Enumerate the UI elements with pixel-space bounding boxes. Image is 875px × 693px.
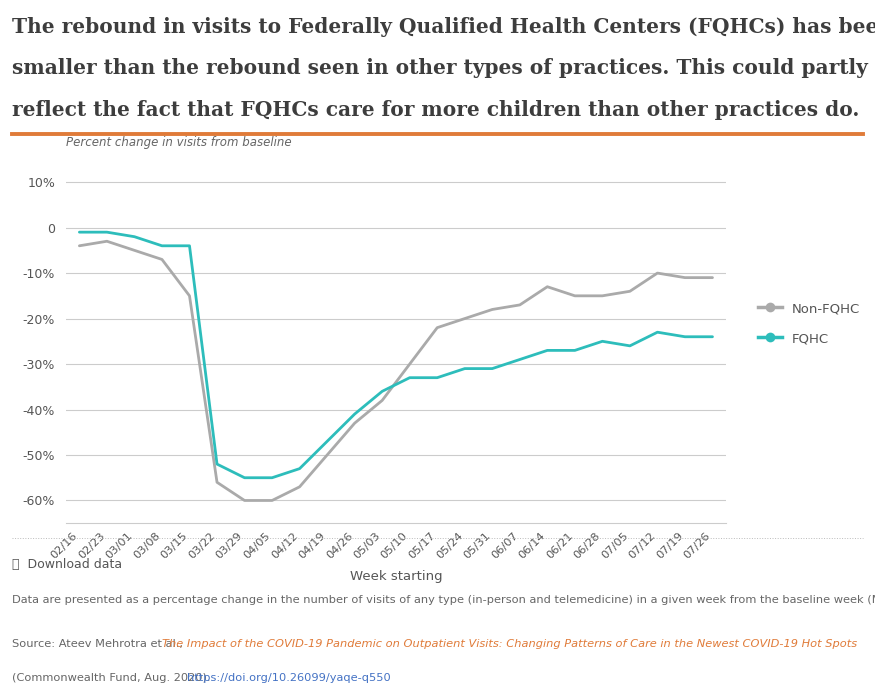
X-axis label: Week starting: Week starting <box>350 570 442 583</box>
Text: ⤓  Download data: ⤓ Download data <box>12 558 122 571</box>
Legend: Non-FQHC, FQHC: Non-FQHC, FQHC <box>752 296 865 351</box>
Text: smaller than the rebound seen in other types of practices. This could partly: smaller than the rebound seen in other t… <box>12 58 868 78</box>
Text: The rebound in visits to Federally Qualified Health Centers (FQHCs) has been: The rebound in visits to Federally Quali… <box>12 17 875 37</box>
Text: Percent change in visits from baseline: Percent change in visits from baseline <box>66 136 291 149</box>
Text: Source: Ateev Mehrotra et al.,: Source: Ateev Mehrotra et al., <box>12 639 187 649</box>
Text: reflect the fact that FQHCs care for more children than other practices do.: reflect the fact that FQHCs care for mor… <box>12 100 859 120</box>
Text: (Commonwealth Fund, Aug. 2020).: (Commonwealth Fund, Aug. 2020). <box>12 674 214 683</box>
Text: The Impact of the COVID-19 Pandemic on Outpatient Visits: Changing Patterns of C: The Impact of the COVID-19 Pandemic on O… <box>162 639 857 649</box>
Text: https://doi.org/10.26099/yaqe-q550: https://doi.org/10.26099/yaqe-q550 <box>187 674 391 683</box>
Text: Data are presented as a percentage change in the number of visits of any type (i: Data are presented as a percentage chang… <box>12 595 875 605</box>
